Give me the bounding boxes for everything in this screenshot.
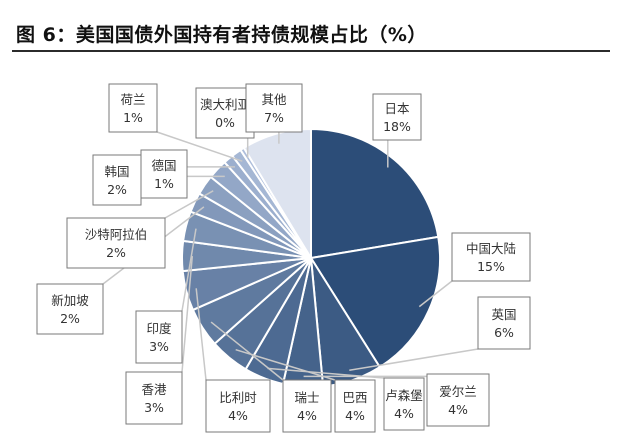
slice-label-box bbox=[135, 310, 183, 364]
leader-line bbox=[156, 131, 243, 162]
slice-label-box bbox=[195, 87, 255, 139]
slice-label-box bbox=[477, 296, 531, 350]
slice-label-value: 4% bbox=[345, 408, 365, 423]
slice-label-name: 爱尔兰 bbox=[439, 384, 477, 399]
leader-line bbox=[181, 228, 197, 312]
slice-label-name: 新加坡 bbox=[51, 293, 89, 308]
leader-line bbox=[164, 190, 214, 219]
slice-label-value: 0% bbox=[215, 115, 235, 130]
slice-label-name: 比利时 bbox=[219, 390, 257, 405]
slice-label-box bbox=[426, 373, 490, 427]
slice-label-value: 18% bbox=[383, 119, 411, 134]
leader-line bbox=[349, 348, 479, 372]
slice-label-box bbox=[92, 154, 142, 206]
slice-label-name: 香港 bbox=[141, 382, 167, 397]
slice-label-name: 韩国 bbox=[104, 164, 129, 179]
slice-label-value: 1% bbox=[154, 176, 174, 191]
pie-slice bbox=[242, 127, 312, 262]
slice-label-name: 中国大陆 bbox=[466, 241, 516, 256]
slice-label-name: 日本 bbox=[384, 101, 410, 116]
slice-label-box bbox=[125, 371, 183, 425]
slice-label-value: 4% bbox=[297, 408, 317, 423]
slice-label-box bbox=[66, 217, 166, 269]
slice-label-box bbox=[282, 379, 332, 433]
slice-label-box bbox=[245, 83, 303, 133]
slice-label-value: 4% bbox=[394, 406, 414, 421]
slice-label-value: 2% bbox=[60, 311, 80, 326]
slice-label-box bbox=[108, 83, 158, 133]
slice-label-name: 荷兰 bbox=[120, 92, 145, 107]
slice-label-name: 瑞士 bbox=[294, 390, 319, 405]
slice-label-name: 沙特阿拉伯 bbox=[85, 227, 148, 242]
leader-line bbox=[418, 280, 453, 308]
slice-label-box bbox=[451, 232, 531, 282]
slice-label-value: 15% bbox=[477, 259, 505, 274]
slice-label-value: 3% bbox=[144, 400, 164, 415]
slice-label-box bbox=[205, 379, 271, 433]
slice-label-value: 3% bbox=[149, 339, 169, 354]
slice-label-value: 2% bbox=[106, 245, 126, 260]
slice-label-name: 英国 bbox=[491, 307, 516, 322]
slice-label-name: 巴西 bbox=[342, 390, 367, 405]
slice-label-box bbox=[372, 93, 422, 141]
leader-lines bbox=[102, 131, 479, 381]
pie-slice bbox=[310, 127, 440, 260]
slice-label-name: 德国 bbox=[151, 158, 176, 173]
slice-label-box bbox=[36, 283, 104, 335]
slice-label-value: 4% bbox=[448, 402, 468, 417]
leader-line bbox=[267, 367, 385, 379]
title-bar: 图 6：美国国债外国持有者持债规模占比（%） bbox=[12, 14, 610, 52]
slice-label-box bbox=[140, 149, 188, 199]
slice-label-value: 1% bbox=[123, 110, 143, 125]
slice-label-value: 4% bbox=[228, 408, 248, 423]
slice-label-name: 其他 bbox=[261, 92, 287, 107]
pie-slice bbox=[309, 235, 441, 369]
slice-labels: 日本 18% 中国大陆 15% 英国 6% 爱尔兰 4% 卢森堡 4% 巴西 4% 瑞士 4% 比利时 4% 香… bbox=[36, 83, 531, 433]
slice-label-name: 卢森堡 bbox=[385, 388, 423, 403]
leader-line bbox=[181, 256, 194, 373]
slice-label-value: 6% bbox=[494, 325, 514, 340]
slice-label-value: 2% bbox=[107, 182, 127, 197]
leader-line bbox=[210, 321, 284, 381]
leader-line bbox=[195, 288, 207, 381]
slice-label-name: 澳大利亚 bbox=[200, 97, 250, 112]
pie-slices bbox=[181, 127, 441, 388]
slice-label-name: 印度 bbox=[146, 321, 172, 336]
slice-label-value: 7% bbox=[264, 110, 284, 125]
slice-label-box bbox=[383, 377, 425, 431]
slice-label-box bbox=[334, 379, 376, 433]
chart-title: 图 6：美国国债外国持有者持债规模占比（%） bbox=[16, 24, 427, 46]
